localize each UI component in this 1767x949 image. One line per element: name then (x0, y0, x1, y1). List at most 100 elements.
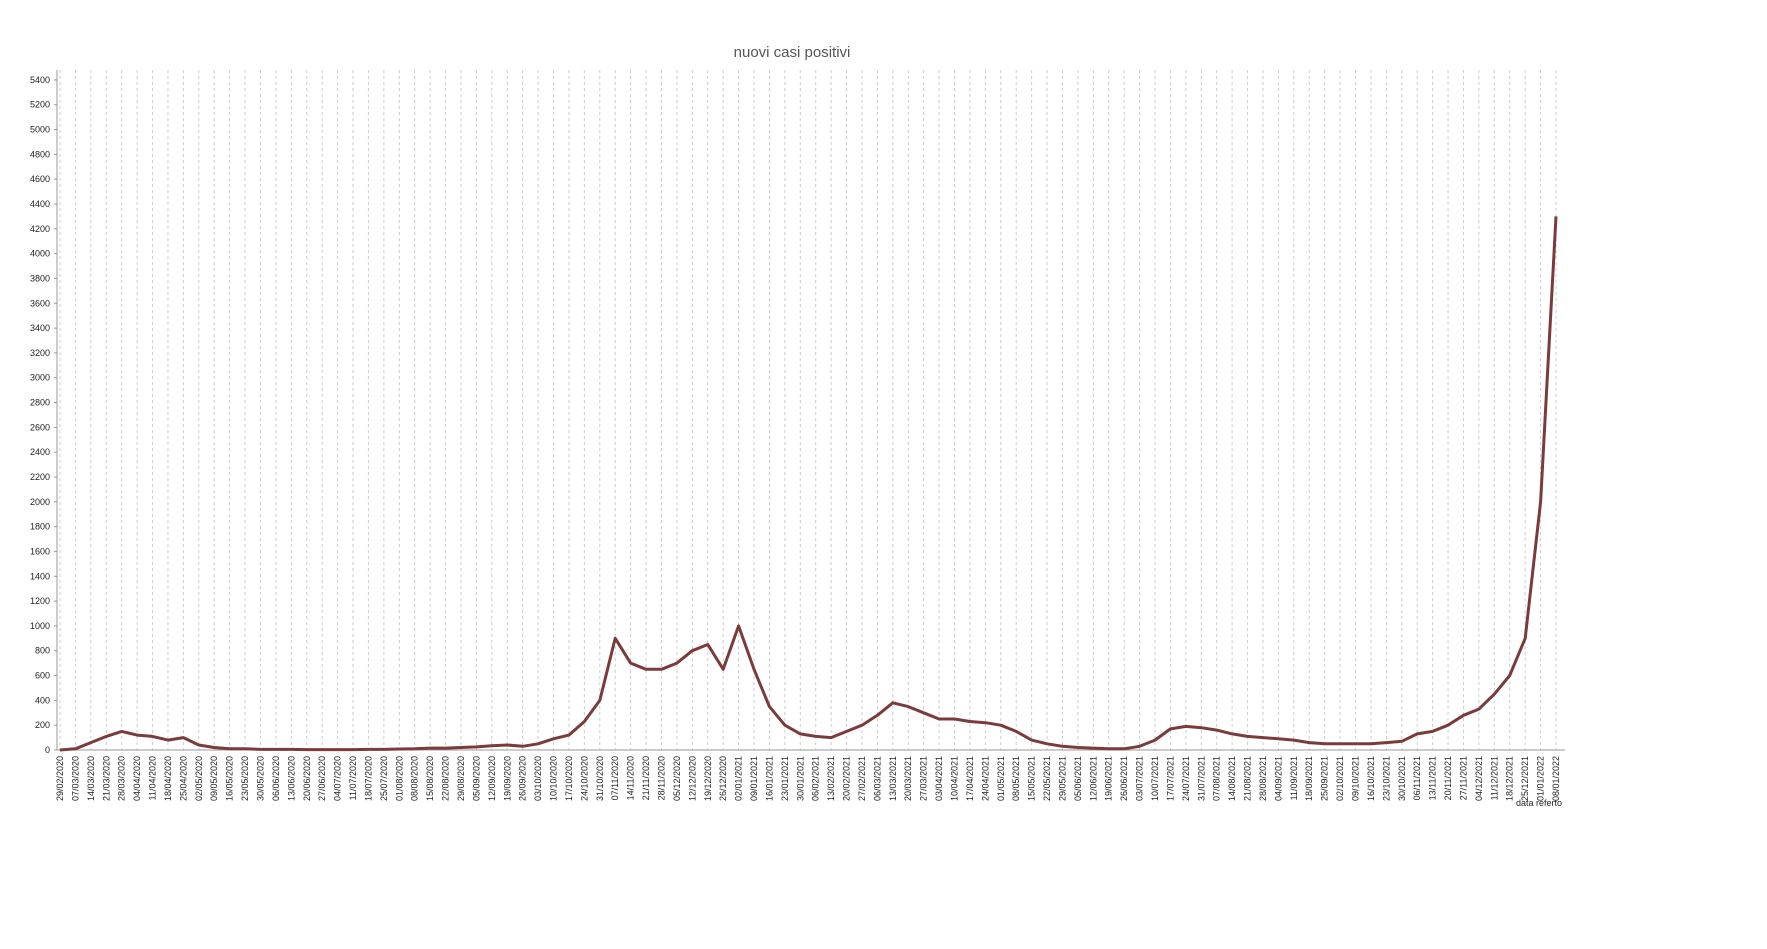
x-tick-label: 15/05/2021 (1027, 756, 1037, 801)
y-tick-label: 3200 (30, 348, 50, 358)
x-tick-label: 07/03/2020 (70, 756, 80, 801)
x-tick-label: 23/05/2020 (240, 756, 250, 801)
x-tick-label: 10/04/2021 (950, 756, 960, 801)
x-tick-label: 26/09/2020 (518, 756, 528, 801)
x-tick-label: 24/10/2020 (579, 756, 589, 801)
x-tick-label: 28/08/2021 (1258, 756, 1268, 801)
chart-title: nuovi casi positivi (734, 44, 851, 61)
y-tick-label: 600 (35, 671, 50, 681)
y-tick-label: 800 (35, 646, 50, 656)
x-tick-label: 21/08/2021 (1243, 756, 1253, 801)
x-tick-label: 27/03/2021 (919, 756, 929, 801)
x-tick-label: 04/07/2020 (333, 756, 343, 801)
y-tick-label: 200 (35, 720, 50, 730)
y-tick-label: 1000 (30, 621, 50, 631)
x-tick-label: 17/10/2020 (564, 756, 574, 801)
x-tick-label: 29/02/2020 (55, 756, 65, 801)
x-tick-label: 19/06/2021 (1104, 756, 1114, 801)
x-tick-label: 25/12/2021 (1520, 756, 1530, 801)
x-tick-label: 13/06/2020 (286, 756, 296, 801)
x-tick-label: 09/10/2021 (1351, 756, 1361, 801)
x-tick-label: 15/08/2020 (425, 756, 435, 801)
y-tick-label: 2600 (30, 422, 50, 432)
x-tick-label: 07/11/2020 (610, 756, 620, 800)
x-tick-label: 17/07/2021 (1165, 756, 1175, 801)
x-tick-label: 16/01/2021 (764, 756, 774, 801)
x-tick-label: 02/10/2021 (1335, 756, 1345, 801)
x-axis-label: data referto (1516, 798, 1562, 808)
x-tick-label: 25/04/2020 (178, 756, 188, 801)
x-tick-label: 23/01/2021 (780, 756, 790, 801)
y-tick-label: 1800 (30, 522, 50, 532)
x-tick-label: 13/11/2021 (1428, 756, 1438, 800)
x-tick-label: 28/03/2020 (117, 756, 127, 801)
x-tick-label: 31/10/2020 (595, 756, 605, 801)
x-tick-label: 08/05/2021 (1011, 756, 1021, 801)
x-tick-label: 13/03/2021 (888, 756, 898, 801)
y-tick-label: 2400 (30, 447, 50, 457)
x-tick-label: 12/09/2020 (487, 756, 497, 801)
x-tick-label: 06/06/2020 (271, 756, 281, 801)
x-tick-label: 22/05/2021 (1042, 756, 1052, 801)
x-tick-label: 19/09/2020 (502, 756, 512, 801)
x-tick-label: 02/05/2020 (194, 756, 204, 801)
x-tick-label: 19/12/2020 (703, 756, 713, 801)
y-tick-label: 3400 (30, 323, 50, 333)
x-tick-label: 20/02/2021 (842, 756, 852, 801)
x-tick-label: 20/06/2020 (302, 756, 312, 801)
x-tick-label: 23/10/2021 (1381, 756, 1391, 801)
x-tick-label: 06/11/2021 (1412, 756, 1422, 800)
y-tick-label: 2800 (30, 398, 50, 408)
x-tick-label: 05/09/2020 (471, 756, 481, 801)
y-tick-label: 4800 (30, 149, 50, 159)
x-tick-label: 12/12/2020 (687, 756, 697, 801)
x-tick-label: 17/04/2021 (965, 756, 975, 801)
x-tick-label: 21/03/2020 (101, 756, 111, 801)
x-tick-label: 01/01/2022 (1536, 756, 1546, 801)
x-tick-label: 26/12/2020 (718, 756, 728, 801)
y-tick-label: 3600 (30, 298, 50, 308)
y-tick-label: 5200 (30, 100, 50, 110)
y-tick-label: 4400 (30, 199, 50, 209)
x-tick-label: 14/03/2020 (86, 756, 96, 801)
x-tick-label: 03/04/2021 (934, 756, 944, 801)
y-tick-label: 3800 (30, 273, 50, 283)
x-tick-label: 12/06/2021 (1088, 756, 1098, 801)
x-tick-label: 18/07/2020 (363, 756, 373, 801)
x-tick-label: 24/04/2021 (980, 756, 990, 801)
y-tick-label: 2200 (30, 472, 50, 482)
x-tick-label: 18/09/2021 (1304, 756, 1314, 801)
y-tick-label: 1600 (30, 546, 50, 556)
x-tick-label: 20/03/2021 (903, 756, 913, 801)
x-tick-label: 30/10/2021 (1397, 756, 1407, 801)
x-tick-label: 28/11/2020 (656, 756, 666, 800)
x-tick-label: 20/11/2021 (1443, 756, 1453, 800)
y-tick-label: 1400 (30, 571, 50, 581)
y-tick-label: 0 (45, 745, 50, 755)
x-tick-label: 01/08/2020 (394, 756, 404, 801)
y-tick-label: 4000 (30, 249, 50, 259)
y-tick-label: 400 (35, 695, 50, 705)
x-tick-label: 04/12/2021 (1474, 756, 1484, 801)
x-tick-label: 13/02/2021 (826, 756, 836, 801)
y-tick-label: 4200 (30, 224, 50, 234)
x-tick-label: 18/12/2021 (1505, 756, 1515, 801)
x-tick-label: 25/09/2021 (1320, 756, 1330, 801)
x-tick-label: 06/02/2021 (811, 756, 821, 801)
x-tick-label: 09/05/2020 (209, 756, 219, 801)
x-tick-label: 11/09/2021 (1289, 756, 1299, 800)
y-tick-label: 4600 (30, 174, 50, 184)
x-tick-label: 05/12/2020 (672, 756, 682, 801)
x-tick-label: 26/06/2021 (1119, 756, 1129, 801)
x-tick-label: 29/05/2021 (1057, 756, 1067, 801)
x-tick-label: 31/07/2021 (1196, 756, 1206, 801)
x-tick-label: 11/07/2020 (348, 756, 358, 800)
x-tick-label: 08/08/2020 (410, 756, 420, 801)
x-tick-label: 06/03/2021 (872, 756, 882, 801)
x-tick-label: 03/07/2021 (1135, 756, 1145, 801)
x-tick-label: 14/08/2021 (1227, 756, 1237, 801)
x-tick-label: 16/10/2021 (1366, 756, 1376, 801)
x-tick-label: 22/08/2020 (441, 756, 451, 801)
x-tick-label: 10/10/2020 (549, 756, 559, 801)
